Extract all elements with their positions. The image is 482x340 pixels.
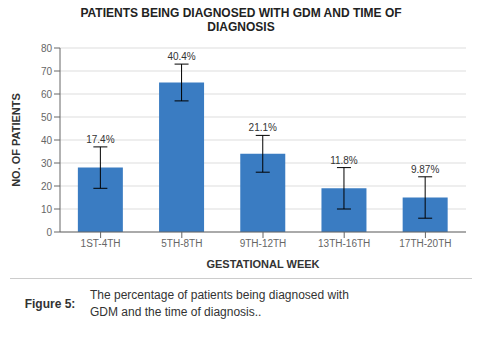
svg-text:17TH-20TH: 17TH-20TH [399, 238, 451, 249]
html-text:GDM and the time of diagnosis.: GDM and the time of diagnosis.. [90, 305, 262, 319]
svg-text:50: 50 [41, 112, 53, 123]
svg-text:20: 20 [41, 181, 53, 192]
svg-text:13TH-16TH: 13TH-16TH [318, 238, 370, 249]
svg-text:30: 30 [41, 158, 53, 169]
svg-text:80: 80 [41, 43, 53, 54]
svg-text:21.1%: 21.1% [249, 122, 277, 133]
svg-text:40: 40 [41, 135, 53, 146]
svg-text:1ST-4TH: 1ST-4TH [81, 238, 121, 249]
svg-text:9TH-12TH: 9TH-12TH [240, 238, 287, 249]
svg-text:11.8%: 11.8% [330, 155, 358, 166]
svg-text:NO. OF PATIENTS: NO. OF PATIENTS [10, 93, 22, 187]
html-text:PATIENTS BEING DIAGNOSED WITH: PATIENTS BEING DIAGNOSED WITH GDM AND TI… [80, 6, 402, 20]
svg-text:17.4%: 17.4% [86, 134, 114, 145]
svg-text:60: 60 [41, 89, 53, 100]
html-text:DIAGNOSIS: DIAGNOSIS [207, 20, 275, 34]
svg-text:40.4%: 40.4% [167, 51, 195, 62]
svg-text:70: 70 [41, 66, 53, 77]
svg-text:0: 0 [46, 227, 52, 238]
svg-text:9.87%: 9.87% [411, 164, 439, 175]
svg-text:GESTATIONAL WEEK: GESTATIONAL WEEK [206, 258, 319, 270]
html-text:Figure 5:: Figure 5: [24, 297, 76, 311]
html-text:The percentage of patients bei: The percentage of patients being diagnos… [90, 288, 349, 302]
svg-text:5TH-8TH: 5TH-8TH [161, 238, 202, 249]
svg-text:10: 10 [41, 204, 53, 215]
